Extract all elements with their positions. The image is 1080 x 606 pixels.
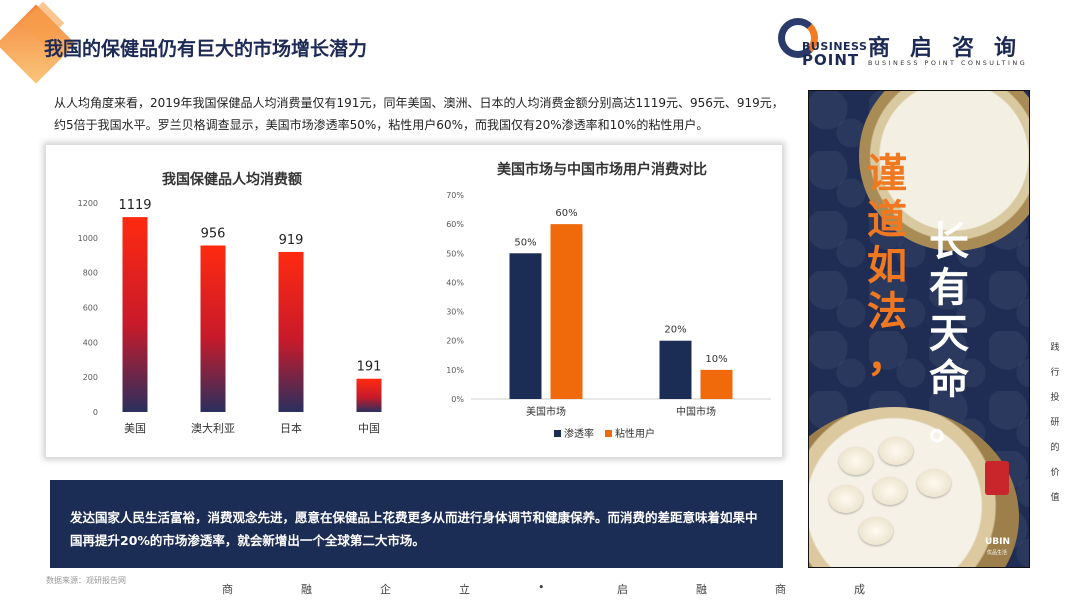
- calligraphy-char: ，: [867, 334, 907, 381]
- slogan-char: 商: [222, 583, 233, 596]
- y-tick-label: 1000: [78, 234, 98, 243]
- legend-label: 渗透率: [564, 427, 594, 440]
- page-title: 我国的保健品仍有巨大的市场增长潜力: [44, 38, 368, 60]
- slogan-char: 融: [301, 583, 312, 596]
- poster-calligraphy-right: 长 有 天 命 。: [929, 219, 979, 449]
- data-label: 60%: [555, 208, 577, 219]
- summary-text: 发达国家人民生活富裕，消费观念先进，愿意在保健品上花费更多从而进行身体调节和健康…: [70, 510, 758, 548]
- bar: [700, 369, 733, 399]
- side-char: 行: [1050, 368, 1060, 378]
- y-tick-label: 30%: [446, 308, 464, 317]
- y-tick-label: 0%: [451, 395, 464, 404]
- bar: [659, 340, 692, 399]
- bar: [278, 251, 304, 412]
- calligraphy-char: 命: [929, 356, 969, 403]
- data-label: 50%: [514, 237, 536, 248]
- summary-box: 发达国家人民生活富裕，消费观念先进，愿意在保健品上花费更多从而进行身体调节和健康…: [50, 480, 783, 568]
- side-char: 价: [1050, 468, 1060, 478]
- legend-label: 粘性用户: [615, 427, 655, 440]
- side-char: 投: [1050, 393, 1060, 403]
- calligraphy-char: 法: [867, 288, 907, 335]
- data-label: 191: [357, 360, 382, 375]
- poster-brand: UBIN: [985, 537, 1011, 547]
- data-source: 数据来源：观研报告网: [46, 576, 126, 585]
- bird-nest-icon: [829, 485, 863, 513]
- bar: [509, 253, 542, 399]
- data-label: 1119: [118, 198, 151, 213]
- y-tick-label: 0: [93, 408, 98, 417]
- x-tick-label: 澳大利亚: [191, 421, 235, 435]
- bar: [122, 217, 148, 412]
- company-logo: BUSINESS POINT 商启咨询 BUSINESS POINT CONSU…: [778, 18, 1068, 70]
- slogan-char: •: [538, 581, 545, 594]
- chart2-title: 美国市场与中国市场用户消费对比: [497, 161, 707, 178]
- slogan-char: 融: [696, 583, 707, 596]
- data-label: 956: [201, 226, 226, 241]
- y-tick-label: 200: [83, 373, 98, 382]
- bar: [200, 245, 226, 412]
- bird-nest-icon: [879, 437, 913, 465]
- y-tick-label: 400: [83, 338, 98, 347]
- y-tick-label: 60%: [446, 220, 464, 229]
- slogan-char: 立: [459, 583, 470, 596]
- bird-nest-icon: [839, 447, 873, 475]
- product-poster-image: 谨 道 如 法 ， 长 有 天 命 。 UBIN 优品生活: [808, 90, 1030, 568]
- bird-nest-icon: [873, 477, 907, 505]
- x-tick-label: 中国: [358, 422, 380, 435]
- legend-swatch: [605, 430, 612, 437]
- footer-slogan: 商 融 企 立 • 启 融 商 成: [222, 581, 933, 597]
- calligraphy-char: 道: [867, 196, 907, 243]
- poster-brand-sub: 优品生活: [987, 550, 1008, 556]
- y-tick-label: 10%: [446, 366, 464, 375]
- x-tick-label: 日本: [280, 421, 302, 435]
- side-char: 研: [1050, 418, 1060, 428]
- logo-subtitle: BUSINESS POINT CONSULTING: [868, 59, 1028, 67]
- bird-nest-icon: [917, 469, 951, 497]
- x-tick-label: 美国: [124, 422, 146, 435]
- calligraphy-char: 如: [867, 242, 907, 289]
- x-tick-label: 美国市场: [526, 405, 566, 418]
- y-tick-label: 800: [83, 269, 98, 278]
- red-seal-icon: [985, 461, 1009, 495]
- poster-calligraphy-left: 谨 道 如 法 ，: [867, 151, 917, 381]
- bar: [550, 224, 583, 399]
- data-label: 20%: [664, 325, 686, 336]
- y-tick-label: 1200: [78, 199, 98, 208]
- calligraphy-char: 谨: [867, 150, 907, 197]
- y-tick-label: 70%: [446, 191, 464, 200]
- y-tick-label: 40%: [446, 278, 464, 287]
- bird-nest-icon: [859, 517, 893, 545]
- calligraphy-char: 天: [929, 310, 969, 357]
- side-char: 践: [1050, 343, 1060, 353]
- calligraphy-char: 有: [929, 264, 969, 311]
- logo-text-point: POINT: [802, 51, 860, 69]
- calligraphy-char: 长: [929, 218, 969, 265]
- y-tick-label: 50%: [446, 249, 464, 258]
- chart-panel: 我国保健品人均消费额 0 200 400 600 800 1000 1200 1119 美国 956…: [45, 144, 783, 458]
- intro-paragraph: 从人均角度来看，2019年我国保健品人均消费量仅有191元，同年美国、澳洲、日本…: [54, 96, 784, 132]
- logo-text-business: BUSINESS: [802, 40, 868, 53]
- per-capita-spending-chart: 我国保健品人均消费额 0 200 400 600 800 1000 1200 1119 美国 956…: [78, 171, 382, 435]
- slogan-char: 成: [854, 583, 865, 596]
- chart1-title: 我国保健品人均消费额: [162, 171, 302, 188]
- x-tick-label: 中国市场: [676, 405, 716, 418]
- slogan-char: 企: [380, 583, 391, 596]
- bird-nest-bowl-top: [859, 91, 1029, 251]
- calligraphy-char: 。: [929, 402, 969, 449]
- logo-chinese-name: 商启咨询: [868, 36, 1037, 61]
- y-tick-label: 600: [83, 304, 98, 313]
- bar: [356, 378, 382, 412]
- side-char: 值: [1050, 493, 1060, 503]
- slogan-char: 商: [775, 583, 786, 596]
- us-china-comparison-chart: 美国市场与中国市场用户消费对比 0% 10% 20% 30% 40% 50% 60% 70% 50…: [446, 161, 771, 440]
- side-vertical-text: 践 行 投 研 的 价 值: [1048, 336, 1062, 511]
- data-label: 10%: [705, 354, 727, 365]
- logo-ring-icon: [778, 18, 818, 58]
- slogan-char: 启: [617, 583, 628, 596]
- data-label: 919: [279, 233, 304, 248]
- legend-swatch: [554, 430, 561, 437]
- y-tick-label: 20%: [446, 337, 464, 346]
- side-char: 的: [1050, 443, 1060, 453]
